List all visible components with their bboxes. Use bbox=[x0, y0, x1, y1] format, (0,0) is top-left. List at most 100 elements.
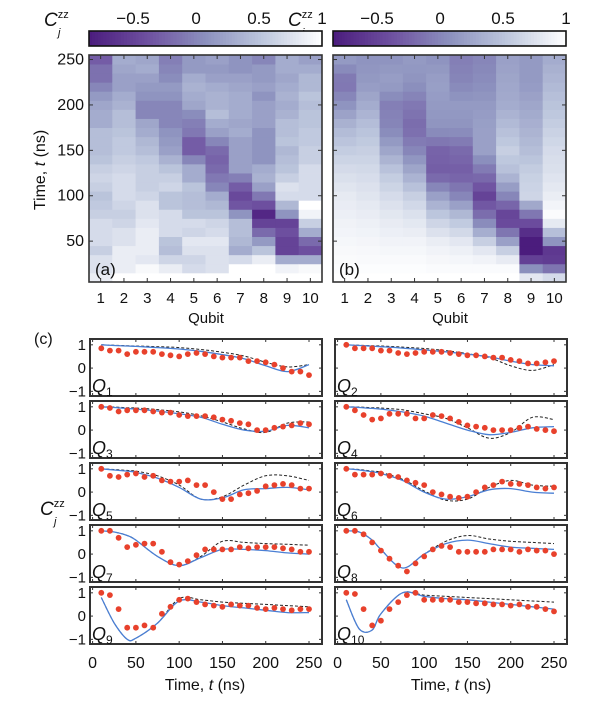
experiment-point bbox=[404, 410, 410, 417]
colorbar-segment bbox=[118, 31, 122, 46]
experiment-point bbox=[386, 347, 393, 354]
heatmap-cell bbox=[182, 209, 206, 219]
heatmap-cell bbox=[542, 227, 567, 237]
heatmap-cell bbox=[252, 236, 276, 247]
heatmap-cell bbox=[252, 118, 276, 129]
heatmap-cell bbox=[275, 73, 300, 83]
experiment-point bbox=[533, 547, 540, 554]
heatmap-cell bbox=[519, 245, 544, 256]
experiment-point bbox=[360, 471, 367, 478]
panel-frame bbox=[89, 586, 323, 645]
x-tick-label: 9 bbox=[283, 290, 291, 307]
experiment-point bbox=[360, 606, 367, 612]
heatmap-cell bbox=[205, 163, 230, 174]
experiment-point bbox=[280, 606, 286, 612]
colorbar-segment bbox=[304, 31, 308, 46]
colorbar-segment bbox=[388, 31, 392, 46]
experiment-point bbox=[464, 352, 471, 359]
experiment-point bbox=[447, 596, 453, 603]
experiment-point bbox=[297, 548, 304, 555]
heatmap-cell bbox=[205, 209, 230, 219]
heatmap-cell bbox=[158, 100, 183, 110]
experiment-point bbox=[306, 485, 312, 492]
heatmap-cell bbox=[356, 254, 380, 265]
heatmap-cell bbox=[205, 218, 230, 228]
qubit-label: Q2 bbox=[337, 376, 358, 399]
heatmap-cell bbox=[333, 173, 357, 183]
experiment-point bbox=[219, 354, 226, 361]
experiment-point bbox=[236, 420, 243, 426]
heatmap-cell bbox=[275, 55, 300, 65]
heatmap-cell bbox=[449, 245, 474, 256]
x-tick-label: 9 bbox=[527, 290, 535, 307]
colorbar-segment bbox=[255, 31, 259, 46]
heatmap-cell bbox=[472, 145, 497, 156]
colorbar-segment bbox=[391, 31, 395, 46]
heatmap-cell bbox=[252, 109, 276, 119]
heatmap-cell bbox=[496, 163, 520, 174]
panel-frame bbox=[334, 400, 568, 459]
experiment-point bbox=[516, 548, 523, 555]
heatmap-cell bbox=[379, 182, 404, 192]
heatmap-cell bbox=[89, 55, 113, 65]
heatmap-cell bbox=[252, 91, 276, 101]
experiment-point bbox=[150, 624, 157, 631]
colorbar-tick-label: 0.5 bbox=[491, 9, 515, 28]
qubit-panel-10: 0 50 100 150 200 250 Q10 bbox=[333, 586, 568, 672]
colorbar-segment bbox=[464, 31, 468, 46]
experiment-point bbox=[176, 561, 183, 568]
colorbar-segment bbox=[338, 31, 343, 46]
colorbar-segment bbox=[284, 31, 288, 46]
experiment-point bbox=[167, 478, 174, 485]
heatmap-cell bbox=[112, 254, 136, 265]
heatmap-cell bbox=[449, 55, 474, 65]
experiment-point bbox=[184, 477, 191, 484]
heatmap-cell bbox=[252, 254, 276, 265]
x-tick-label: 2 bbox=[120, 290, 128, 307]
colorbar-segment bbox=[141, 31, 145, 46]
experiment-point bbox=[254, 358, 260, 364]
colorbar-segment bbox=[301, 31, 305, 46]
heatmap-cell bbox=[472, 227, 497, 237]
heatmap-cell bbox=[275, 145, 300, 156]
heatmap-cell bbox=[379, 100, 404, 110]
colorbar-segment bbox=[295, 31, 300, 46]
heatmap-cell bbox=[89, 173, 113, 183]
colorbar-segment bbox=[399, 31, 404, 46]
heatmap-cell bbox=[426, 263, 450, 274]
colorbar-segment bbox=[196, 31, 201, 46]
colorbar-segment bbox=[408, 31, 413, 46]
heatmap-cell bbox=[298, 236, 323, 247]
colorbar-segment bbox=[563, 31, 567, 46]
heatmap-cell bbox=[496, 254, 520, 265]
heatmap-cell bbox=[542, 254, 567, 265]
experiment-point bbox=[271, 544, 278, 550]
heatmap-cell bbox=[333, 236, 357, 247]
heatmap-cell bbox=[496, 109, 520, 119]
experiment-point bbox=[228, 354, 235, 361]
colorbar-segment bbox=[170, 31, 174, 46]
heatmap-cell bbox=[496, 154, 520, 165]
experiment-point bbox=[516, 601, 523, 608]
heatmap-cell bbox=[356, 182, 380, 192]
colorbar-segment bbox=[132, 31, 136, 46]
experiment-point bbox=[369, 345, 376, 352]
experiment-point bbox=[404, 477, 410, 484]
heatmap-cell bbox=[112, 191, 136, 201]
experiment-point bbox=[421, 348, 428, 355]
heatmap-cell bbox=[472, 136, 497, 147]
experiment-point bbox=[412, 479, 419, 486]
experiment-point bbox=[210, 546, 217, 553]
heatmap-cell bbox=[496, 182, 520, 192]
colorbar-segment bbox=[173, 31, 177, 46]
experiment-point bbox=[288, 546, 295, 553]
experiment-point bbox=[210, 414, 217, 421]
experiment-point bbox=[455, 351, 462, 357]
heatmap-cell bbox=[252, 73, 276, 83]
heatmap-cell bbox=[275, 154, 300, 165]
heatmap-cell bbox=[542, 218, 567, 228]
y-tick-label: −1 bbox=[69, 507, 86, 524]
experiment-point bbox=[98, 403, 105, 410]
colorbar-segment bbox=[551, 31, 555, 46]
colorbar-segment bbox=[481, 31, 485, 46]
